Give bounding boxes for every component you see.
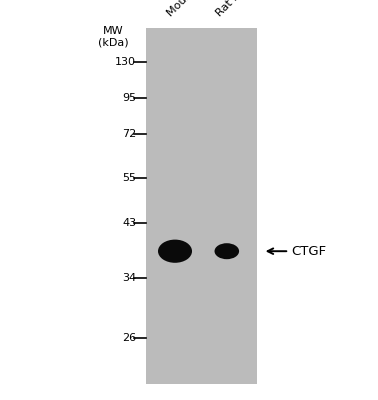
Ellipse shape bbox=[214, 243, 239, 259]
Text: CTGF: CTGF bbox=[291, 245, 326, 258]
Bar bbox=[146, 28, 257, 384]
Text: 34: 34 bbox=[122, 273, 136, 283]
Text: 26: 26 bbox=[122, 333, 136, 343]
Text: MW
(kDa): MW (kDa) bbox=[98, 26, 129, 48]
Text: Mouse heart: Mouse heart bbox=[165, 0, 221, 18]
Text: 55: 55 bbox=[122, 173, 136, 183]
Text: 130: 130 bbox=[115, 57, 136, 67]
Text: 72: 72 bbox=[122, 129, 136, 139]
Text: 95: 95 bbox=[122, 93, 136, 103]
Text: Rat heart: Rat heart bbox=[214, 0, 258, 18]
Ellipse shape bbox=[158, 240, 192, 263]
Text: 43: 43 bbox=[122, 218, 136, 228]
